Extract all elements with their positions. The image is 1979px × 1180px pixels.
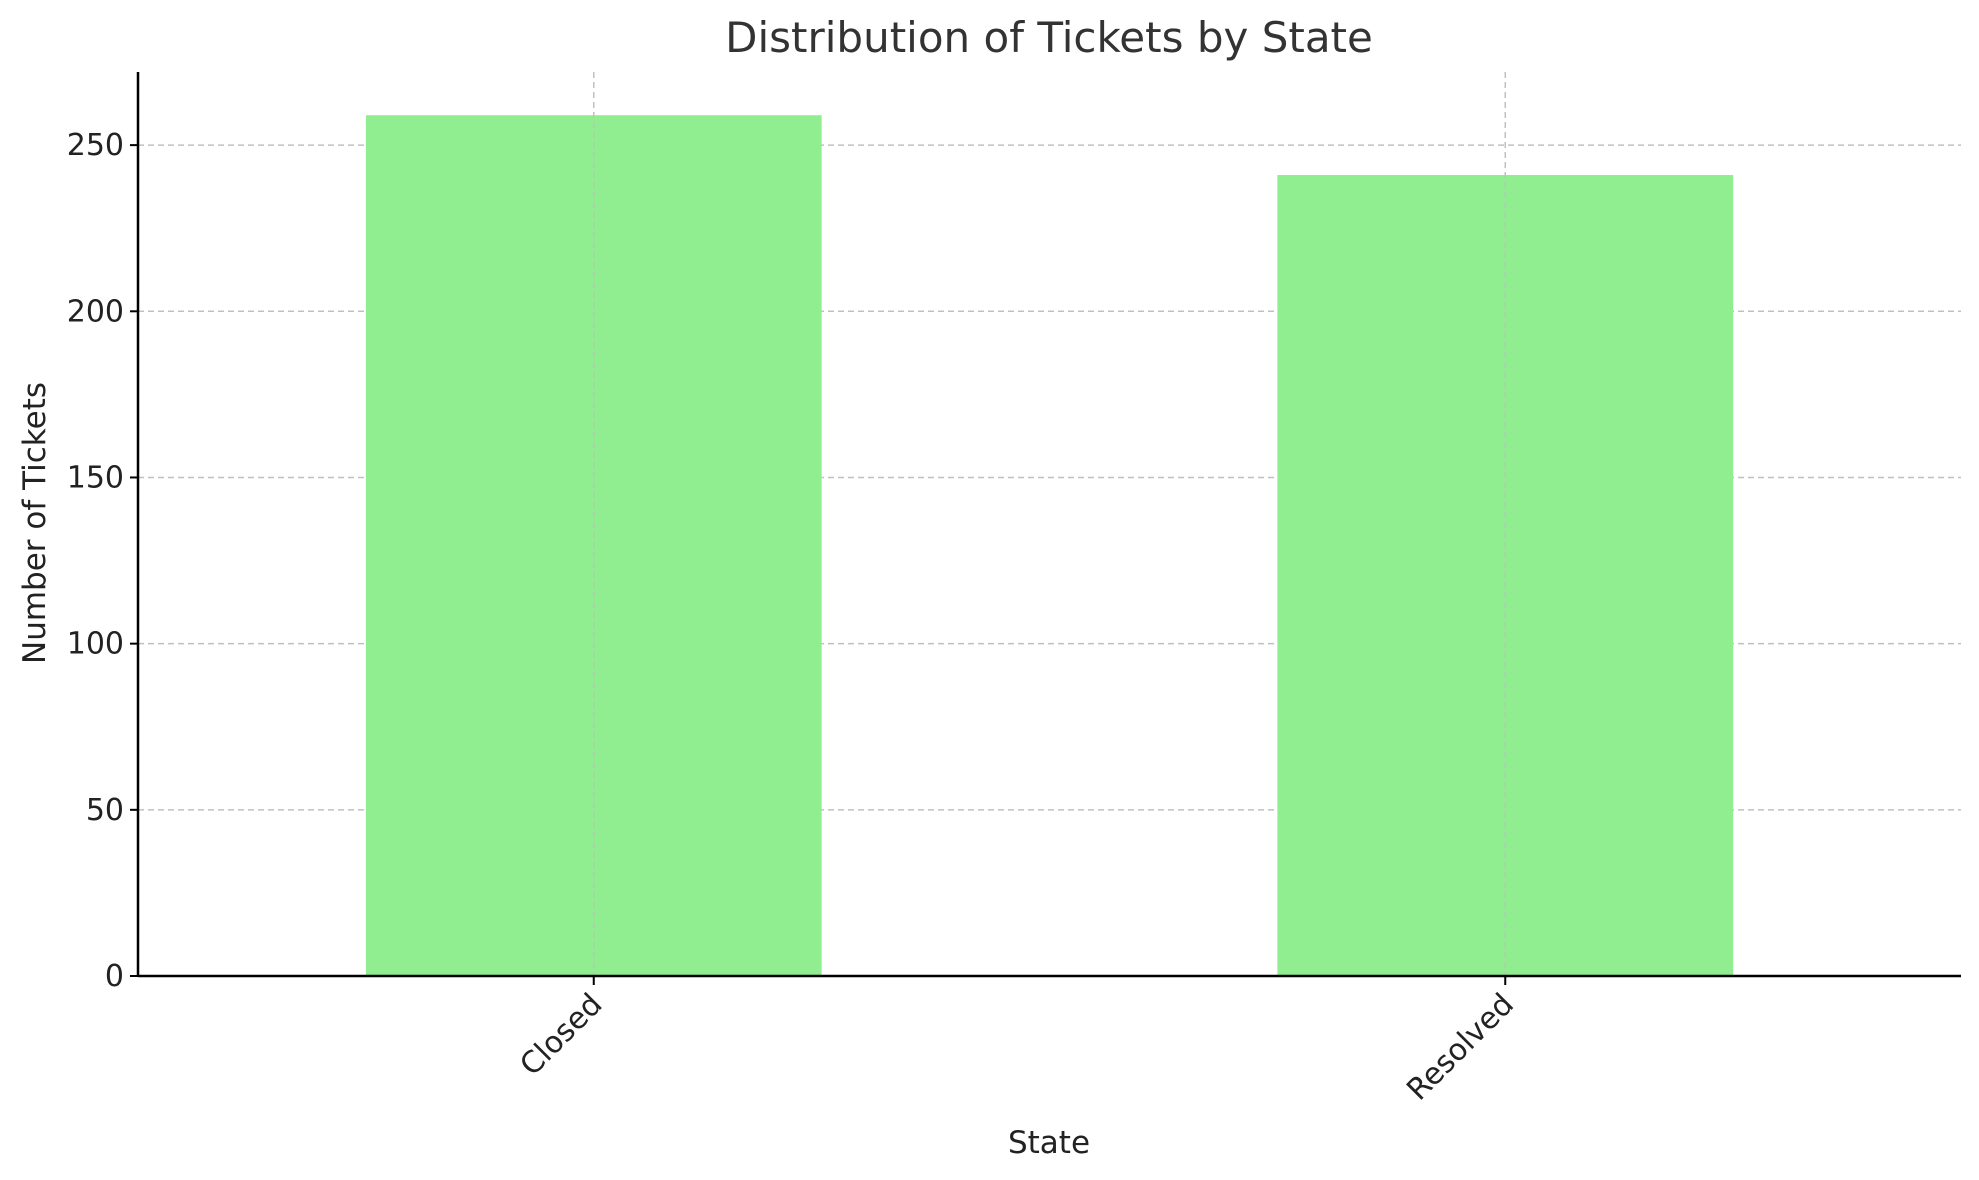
y-tick-label: 150 xyxy=(67,460,124,495)
y-axis-label: Number of Tickets xyxy=(17,382,53,664)
y-tick-label: 50 xyxy=(86,793,124,828)
y-tick-label: 0 xyxy=(105,959,124,994)
y-ticks: 0 50 100 150 200 250 xyxy=(67,128,138,994)
bars xyxy=(365,115,1734,977)
x-tick-label: Resolved xyxy=(1400,987,1521,1108)
axes xyxy=(136,72,1961,978)
y-tick-label: 100 xyxy=(67,627,124,662)
grid-overlay xyxy=(593,72,1506,976)
x-ticks: Closed Resolved xyxy=(513,976,1521,1107)
x-axis-label: State xyxy=(1008,1125,1090,1161)
y-tick-label: 200 xyxy=(67,294,124,329)
chart-title: Distribution of Tickets by State xyxy=(725,13,1373,62)
y-tick-label: 250 xyxy=(67,128,124,163)
x-tick-label: Closed xyxy=(513,987,609,1083)
